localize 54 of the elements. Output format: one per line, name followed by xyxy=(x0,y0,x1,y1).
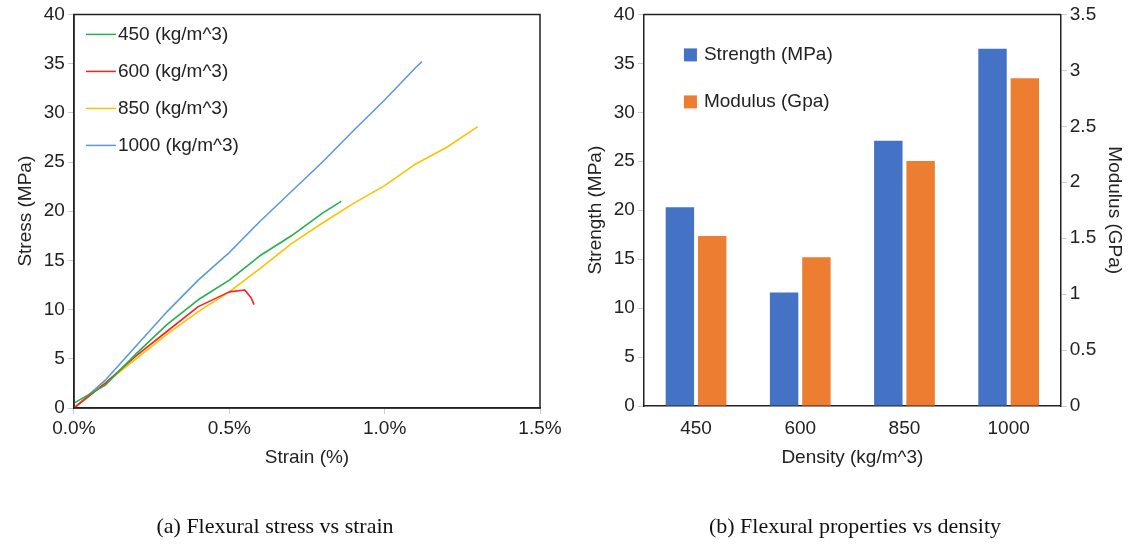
y-tick-label: 15 xyxy=(43,248,65,270)
y-tick-label: 25 xyxy=(613,149,635,171)
bar xyxy=(978,48,1007,406)
y-tick-label: 15 xyxy=(613,247,635,269)
legend-label: 450 (kg/m^3) xyxy=(117,22,229,44)
x-tick-label: 0.0% xyxy=(52,416,96,438)
y-tick-label: 25 xyxy=(43,150,65,172)
x-axis-title: Strain (%) xyxy=(264,446,350,468)
bar xyxy=(874,140,903,406)
y2-tick-label: 2 xyxy=(1069,170,1081,192)
bar xyxy=(1010,78,1040,406)
y-axis-title: Stress (MPa) xyxy=(13,155,35,267)
y-tick-label: 0 xyxy=(54,396,65,418)
x-tick-label: 1000 xyxy=(987,416,1030,438)
text: (a) Flexural stress vs strain xyxy=(156,512,394,538)
y2-tick-label: 3 xyxy=(1069,58,1081,80)
y2-tick-label: 1.5 xyxy=(1069,226,1097,248)
x-tick-label: 1.0% xyxy=(362,416,407,438)
y2-tick-label: 3.5 xyxy=(1069,2,1097,24)
x-tick-label: 0.5% xyxy=(207,416,252,438)
legend-label: 1000 (kg/m^3) xyxy=(117,133,239,155)
bar xyxy=(665,207,695,406)
y-tick-label: 35 xyxy=(43,51,65,73)
y-tick-label: 30 xyxy=(43,101,65,123)
text: (b) Flexural properties vs density xyxy=(708,512,1002,538)
y-tick-label: 20 xyxy=(613,198,635,220)
y-tick-label: 5 xyxy=(54,347,65,369)
bar xyxy=(769,292,799,406)
x-tick-label: 450 xyxy=(680,416,712,438)
x-axis-title: Density (kg/m^3) xyxy=(781,446,924,468)
x-tick-label: 1.5% xyxy=(518,416,562,438)
y-tick-label: 40 xyxy=(613,2,635,24)
bar xyxy=(906,160,935,406)
bar xyxy=(802,257,831,406)
y-axis-title: Strength (MPa) xyxy=(583,145,605,275)
x-tick-label: 850 xyxy=(888,416,921,438)
legend-label: Modulus (Gpa) xyxy=(703,89,830,111)
y2-tick-label: 2.5 xyxy=(1069,114,1097,136)
legend-label: 600 (kg/m^3) xyxy=(117,59,229,81)
y2-axis-title: Modulus (GPa) xyxy=(1105,146,1127,275)
y-tick-label: 10 xyxy=(43,297,65,319)
y-tick-label: 0 xyxy=(624,394,635,416)
y-tick-label: 5 xyxy=(624,345,635,367)
y-tick-label: 35 xyxy=(613,51,635,73)
y-tick-label: 30 xyxy=(613,100,635,122)
y2-tick-label: 1 xyxy=(1069,282,1081,304)
legend-label: 850 (kg/m^3) xyxy=(117,96,229,118)
y2-tick-label: 0 xyxy=(1069,394,1081,416)
x-tick-label: 600 xyxy=(784,416,817,438)
y-tick-label: 40 xyxy=(43,2,65,24)
legend-label: Strength (MPa) xyxy=(703,42,833,64)
y-tick-label: 20 xyxy=(43,199,65,221)
y2-tick-label: 0.5 xyxy=(1069,338,1097,360)
y-tick-label: 10 xyxy=(613,296,635,318)
